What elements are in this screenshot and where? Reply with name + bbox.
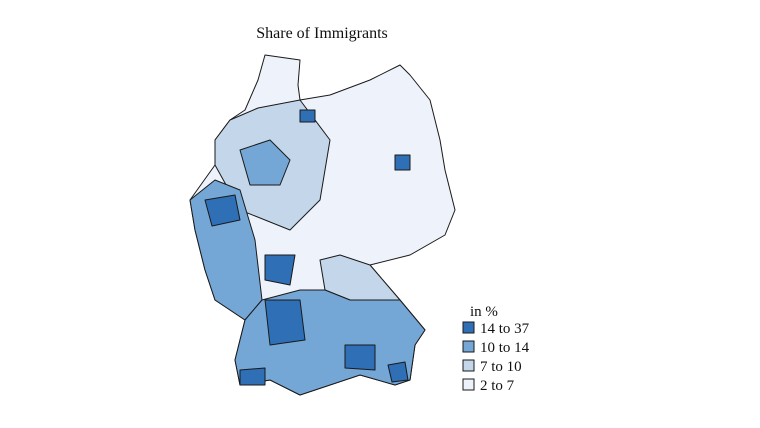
region	[387, 361, 409, 383]
region	[394, 154, 411, 171]
map-title: Share of Immigrants	[256, 25, 388, 42]
region	[204, 194, 241, 227]
legend: in % 14 to 37 10 to 14 7 to 10 2 to 7	[462, 304, 530, 394]
legend-title: in %	[470, 304, 498, 320]
region	[299, 109, 316, 123]
legend-swatch	[462, 359, 475, 372]
region	[239, 367, 266, 386]
legend-label: 10 to 14	[480, 340, 530, 356]
germany-map	[189, 54, 456, 396]
region	[344, 344, 376, 371]
legend-swatch	[462, 378, 475, 391]
legend-swatch	[462, 340, 475, 353]
legend-label: 7 to 10	[480, 359, 522, 375]
legend-label: 14 to 37	[480, 321, 530, 337]
region	[239, 139, 291, 186]
legend-label: 2 to 7	[480, 378, 515, 394]
region	[264, 299, 306, 346]
region	[264, 254, 296, 286]
legend-swatch	[462, 321, 475, 334]
